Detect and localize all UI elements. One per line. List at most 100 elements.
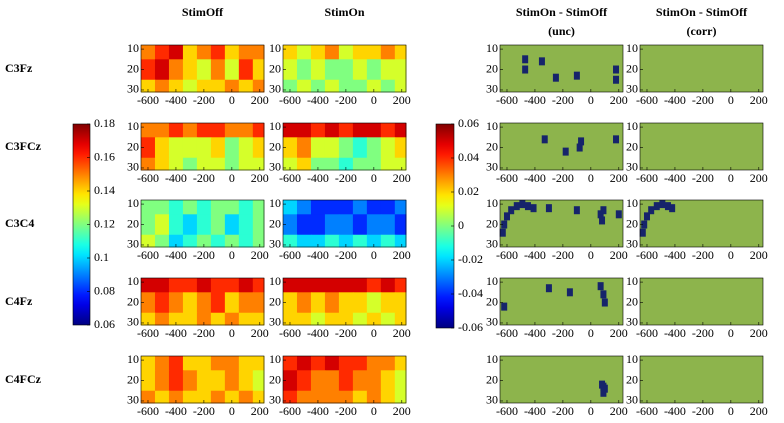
heat-cell <box>196 137 212 159</box>
x-tick-label: -400 <box>664 248 686 262</box>
x-tick-label: -400 <box>165 404 187 418</box>
x-tick-label: -200 <box>335 171 357 185</box>
significant-cell <box>530 204 537 213</box>
heat-cell <box>380 45 396 60</box>
x-tick-label: 0 <box>588 93 594 107</box>
y-tick-label: 10 <box>626 274 638 288</box>
heat-cell <box>168 45 184 60</box>
x-tick-label: -400 <box>664 404 686 418</box>
significant-cell <box>615 210 622 219</box>
heat-cell <box>338 123 354 138</box>
heat-cell <box>324 390 340 404</box>
significant-cell <box>599 216 606 225</box>
significant-cell <box>653 202 660 211</box>
x-tick-label: -200 <box>335 404 357 418</box>
significant-cell <box>538 57 545 66</box>
heat-cell <box>366 137 382 159</box>
heat-cell <box>338 370 354 392</box>
heat-cell <box>210 137 226 159</box>
heat-cell <box>366 356 382 371</box>
heat-cell <box>338 45 354 60</box>
x-tick-label: 200 <box>251 171 269 185</box>
heat-cell <box>310 234 326 248</box>
y-tick-label: 10 <box>127 119 139 133</box>
panel: -600 -400 -200 0 200 10 20 30 <box>486 352 628 418</box>
x-tick-label: -600 <box>636 93 658 107</box>
heat-cell <box>224 200 240 215</box>
heat-cell <box>380 59 396 81</box>
panel-frame <box>282 277 407 326</box>
panel-frame <box>639 277 764 326</box>
heat-cell <box>210 214 226 236</box>
heat-cell <box>154 312 170 326</box>
heat-cell <box>210 59 226 81</box>
significant-cell <box>513 202 520 211</box>
heat-cell <box>182 292 198 314</box>
heat-cell <box>196 200 212 215</box>
heat-cell <box>196 292 212 314</box>
heat-cell <box>283 79 298 93</box>
heat-cell <box>210 200 226 215</box>
heat-cell <box>141 59 156 81</box>
heat-cell <box>324 292 340 314</box>
heat-cell <box>238 79 254 93</box>
significant-cell <box>519 200 526 209</box>
x-tick-label: 200 <box>393 404 411 418</box>
heat-cell <box>238 214 254 236</box>
x-tick-label: 0 <box>728 404 734 418</box>
heat-cell <box>283 292 298 314</box>
heat-cell <box>283 214 298 236</box>
heat-cell <box>338 278 354 293</box>
colorbar-tick-label: 0.02 <box>458 184 479 198</box>
panel-frame <box>639 355 764 404</box>
heat-cell <box>196 234 212 248</box>
heat-cell <box>141 234 156 248</box>
x-tick-label: -400 <box>524 404 546 418</box>
heat-cell <box>154 79 170 93</box>
heat-cell <box>366 278 382 293</box>
panel-frame <box>140 122 265 171</box>
heat-cell <box>210 312 226 326</box>
heat-cell <box>168 79 184 93</box>
heat-cell <box>154 123 170 138</box>
y-tick-label: 10 <box>486 274 498 288</box>
panel-frame <box>282 44 407 93</box>
heat-cell <box>168 123 184 138</box>
heat-cell <box>224 390 240 404</box>
heat-cell <box>296 79 312 93</box>
y-tick-label: 10 <box>626 196 638 210</box>
x-tick-label: -400 <box>664 171 686 185</box>
heat-cell <box>252 234 265 248</box>
significant-cell <box>597 282 604 291</box>
heat-cell <box>154 234 170 248</box>
y-tick-label: 20 <box>626 61 638 75</box>
significant-cell <box>639 228 646 237</box>
x-tick-label: 200 <box>251 326 269 340</box>
heat-cell <box>338 356 354 371</box>
significant-cell <box>648 206 655 215</box>
x-tick-label: -200 <box>193 93 215 107</box>
significant-cell <box>613 75 620 84</box>
x-tick-label: -200 <box>335 93 357 107</box>
heat-cell <box>352 200 368 215</box>
heat-cell <box>252 123 265 138</box>
heat-cell <box>324 45 340 60</box>
heat-cell <box>366 390 382 404</box>
y-tick-label: 20 <box>626 372 638 386</box>
heat-cell <box>168 370 184 392</box>
column-title: StimOn <box>324 5 364 19</box>
heat-cell <box>310 312 326 326</box>
heat-cell <box>394 390 407 404</box>
y-tick-label: 30 <box>127 160 139 174</box>
heat-cell <box>310 390 326 404</box>
x-tick-label: -600 <box>279 404 301 418</box>
heat-cell <box>283 137 298 159</box>
heat-cell <box>338 200 354 215</box>
heat-cell <box>238 278 254 293</box>
y-tick-label: 20 <box>486 372 498 386</box>
heat-cell <box>154 45 170 60</box>
y-tick-label: 10 <box>486 196 498 210</box>
x-tick-label: -600 <box>279 326 301 340</box>
heat-cell <box>168 157 184 171</box>
x-tick-label: 200 <box>610 326 628 340</box>
